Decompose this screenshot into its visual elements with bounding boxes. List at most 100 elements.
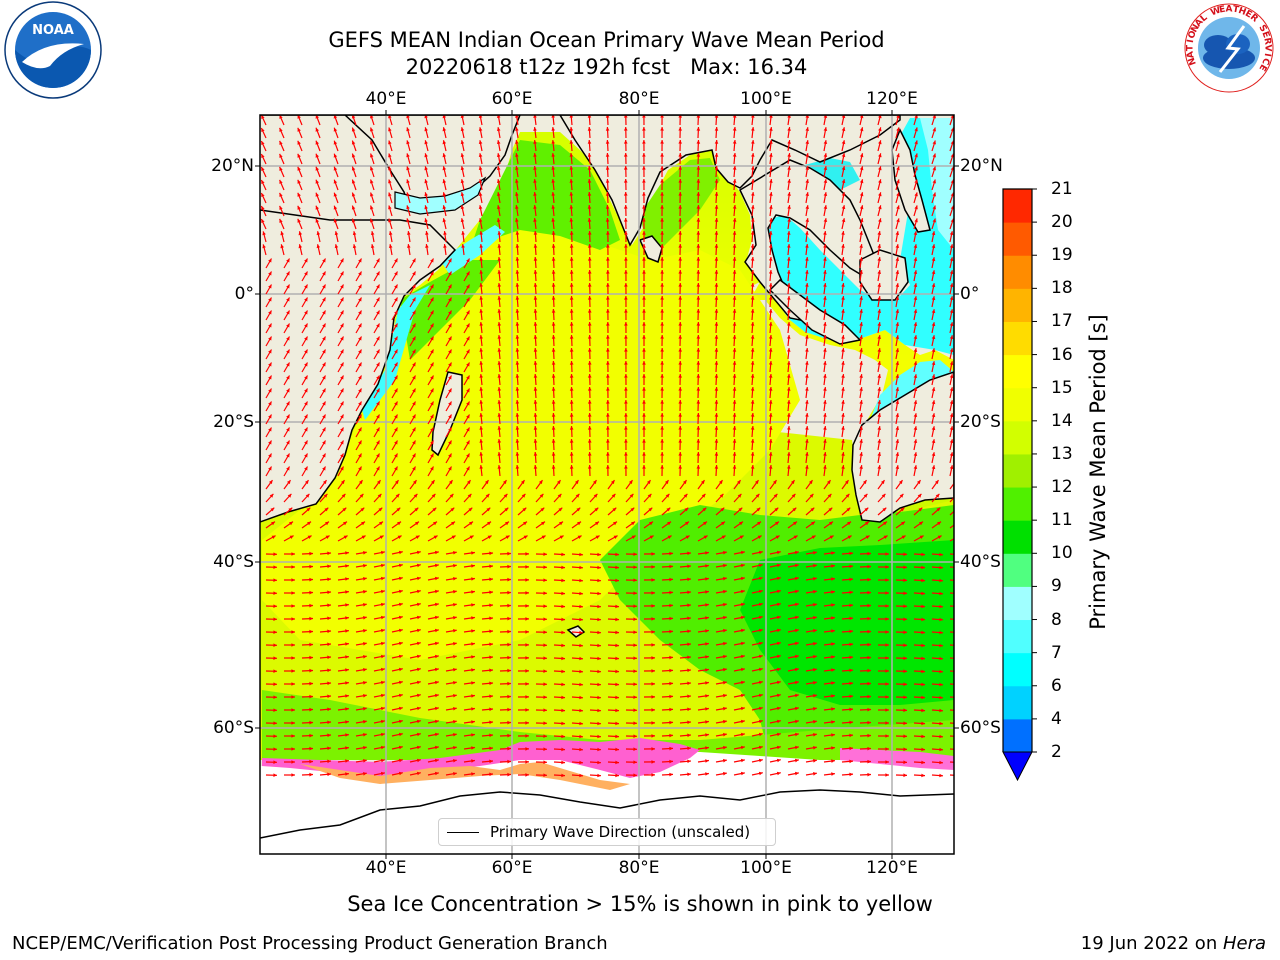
- wave-vector-head: [533, 361, 538, 365]
- green-coast-arabian: [470, 140, 620, 250]
- wave-vector-head: [388, 244, 393, 248]
- wave-vector-head: [649, 535, 654, 539]
- wave-vector-head: [776, 693, 781, 698]
- wave-vector-head: [723, 589, 727, 594]
- wave-vector-head: [416, 706, 421, 711]
- wave-vector-head: [515, 374, 520, 378]
- wave-vector-head: [714, 192, 719, 196]
- wave-vector-head: [543, 682, 547, 686]
- wave-vector-head: [597, 695, 601, 700]
- wave-vector-head: [949, 244, 954, 249]
- wave-vector-head: [732, 296, 737, 300]
- wave-vector-head: [569, 413, 574, 417]
- wave-vector-head: [740, 641, 745, 646]
- wave-vector-head: [669, 733, 673, 738]
- wave-vector-head: [615, 656, 619, 661]
- wave-vector-head: [776, 680, 781, 685]
- wave-vector-head: [647, 480, 651, 485]
- wave-vector-head: [551, 452, 556, 456]
- wave-vector-head: [587, 361, 592, 365]
- wave-vector-head: [931, 270, 936, 275]
- wave-vector-head: [333, 218, 338, 223]
- wave-vector-shaft: [949, 696, 954, 698]
- wave-vector-head: [394, 297, 398, 302]
- wave-vector-head: [950, 218, 954, 223]
- wave-vector-head: [859, 309, 863, 313]
- wave-vector-head: [841, 426, 845, 430]
- wave-vector-head: [696, 309, 701, 313]
- wave-vector-head: [543, 669, 547, 673]
- wave-vector-head: [931, 439, 936, 444]
- wave-vector-head: [597, 630, 601, 635]
- wave-vector-head: [496, 153, 501, 157]
- wave-vector-head: [606, 348, 610, 352]
- wave-vector-head: [424, 127, 428, 132]
- wave-vector-head: [587, 153, 592, 157]
- wave-vector-head: [769, 218, 773, 222]
- wave-vector-head: [358, 284, 362, 289]
- wave-vector-head: [359, 480, 363, 485]
- colorbar-swatch: [1003, 255, 1032, 289]
- wave-vector-head: [624, 335, 628, 339]
- wave-vector-head: [895, 400, 900, 404]
- wave-vector-head: [878, 179, 882, 184]
- wave-vector-head: [805, 179, 809, 183]
- wave-vector-head: [714, 465, 719, 469]
- wave-vector-head: [823, 192, 828, 196]
- wave-vector-head: [705, 616, 709, 620]
- wave-vector-head: [351, 115, 356, 119]
- wave-vector-head: [269, 493, 274, 498]
- wave-vector-head: [345, 733, 349, 737]
- wave-vector-head: [297, 192, 301, 197]
- chart-title-line1: GEFS MEAN Indian Ocean Primary Wave Mean…: [328, 28, 885, 52]
- wave-vector-head: [624, 244, 628, 248]
- wave-vector-head: [279, 127, 283, 132]
- wave-vector-head: [613, 535, 618, 539]
- wave-vector-head: [416, 563, 421, 568]
- wave-vector-head: [642, 140, 646, 144]
- wave-vector-head: [705, 681, 709, 685]
- wave-vector-head: [660, 296, 664, 300]
- wave-vector-head: [448, 258, 452, 263]
- wave-vector-head: [629, 493, 634, 498]
- wave-vector-head: [533, 270, 538, 274]
- wave-vector-head: [449, 493, 454, 498]
- wave-vector-head: [841, 153, 846, 158]
- wave-vector-head: [605, 153, 610, 157]
- wave-vector-head: [769, 205, 773, 209]
- wave-vector-head: [315, 127, 319, 132]
- wave-vector-head: [615, 552, 619, 557]
- wave-vector-head: [448, 323, 452, 328]
- wave-vector-head: [569, 218, 574, 222]
- legend-line-swatch: [447, 832, 479, 833]
- wave-vector-head: [507, 707, 511, 712]
- wave-vector-head: [896, 166, 900, 171]
- wave-vector-head: [323, 480, 327, 485]
- wave-vector-head: [489, 720, 493, 725]
- wave-vector-head: [841, 192, 846, 197]
- wave-vector-head: [398, 732, 403, 737]
- wave-vector-head: [286, 453, 290, 458]
- wave-vector-head: [304, 310, 308, 315]
- wave-vector-head: [304, 414, 308, 419]
- wave-vector-head: [714, 400, 719, 404]
- wave-vector-head: [406, 205, 410, 210]
- wave-vector-head: [642, 244, 646, 248]
- wave-vector-head: [261, 219, 265, 223]
- wave-vector-head: [841, 335, 845, 339]
- wave-vector-head: [937, 535, 942, 539]
- wave-vector-head: [939, 734, 943, 739]
- wave-vector-head: [684, 507, 689, 512]
- wave-vector-head: [497, 322, 502, 326]
- wave-vector-head: [489, 642, 493, 647]
- wave-vector-head: [340, 388, 344, 393]
- wave-vector-head: [647, 493, 652, 498]
- wave-vector-head: [939, 617, 943, 622]
- wave-vector-head: [732, 166, 737, 170]
- wave-vector-head: [651, 760, 655, 764]
- wave-vector-head: [358, 414, 362, 419]
- wave-vector-head: [398, 602, 403, 607]
- wave-vector-head: [705, 642, 709, 646]
- wave-vector-head: [758, 550, 763, 555]
- wave-vector-head: [750, 413, 755, 417]
